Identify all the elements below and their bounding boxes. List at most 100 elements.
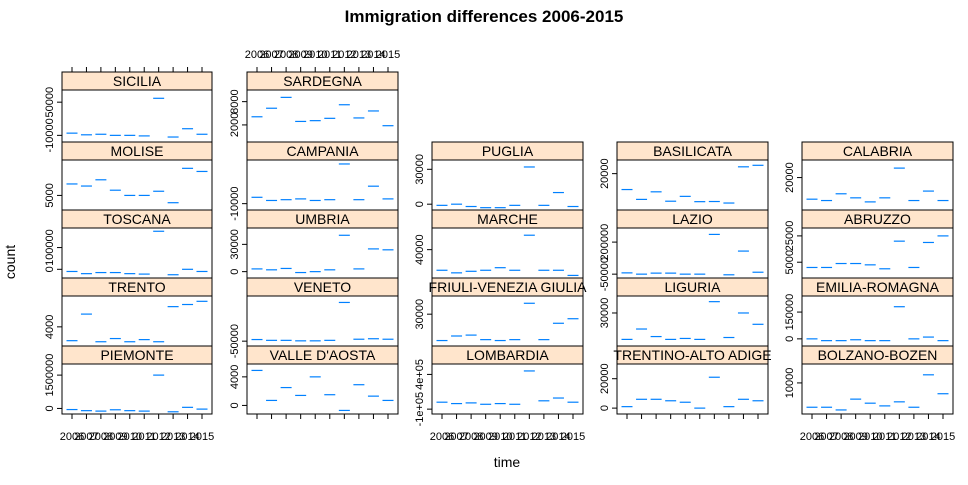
panel-frame	[246, 227, 399, 279]
y-tick-label: -50000	[229, 324, 241, 358]
x-axis-label: time	[493, 454, 521, 470]
y-tick-label: 25000	[784, 221, 796, 252]
panel-label: LOMBARDIA	[466, 347, 549, 363]
x-tick-label-bottom: 2009	[843, 431, 867, 443]
panel-label: FRIULI-VENEZIA GIULIA	[429, 279, 588, 295]
panel-frame	[431, 159, 584, 211]
panel-frame	[246, 363, 399, 415]
y-tick-label: 0	[784, 336, 796, 342]
x-tick-label-top: 2006	[245, 49, 269, 61]
panel-frame	[801, 159, 954, 211]
panel-frame	[246, 159, 399, 211]
panel-label: VALLE D'AOSTA	[270, 347, 376, 363]
x-tick-label-top: 2012	[332, 49, 356, 61]
y-tick-label: 4000	[229, 365, 241, 389]
x-tick-label-top: 2013	[347, 49, 371, 61]
y-tick-label: 0	[44, 405, 56, 411]
y-tick-label: 30000	[599, 298, 611, 329]
panel-label: CAMPANIA	[286, 143, 359, 159]
panel-frame	[246, 89, 399, 143]
y-tick-label: 1500000	[44, 354, 56, 397]
panel-label: PIEMONTE	[100, 347, 173, 363]
x-tick-label-bottom: 2010	[488, 431, 512, 443]
panel-label: VENETO	[294, 279, 351, 295]
panel-label: LIGURIA	[664, 279, 721, 295]
y-tick-label: -10000	[229, 187, 241, 221]
x-tick-label-bottom: 2012	[146, 431, 170, 443]
panel-frame	[61, 159, 213, 211]
y-tick-label: 30000	[229, 229, 241, 260]
x-tick-label-bottom: 2015	[561, 431, 585, 443]
y-tick-label: 30000	[414, 154, 426, 185]
x-tick-label-top: 2015	[376, 49, 400, 61]
panel-label: BOLZANO-BOZEN	[818, 347, 938, 363]
x-tick-label-bottom: 2008	[89, 431, 113, 443]
y-tick-label: 20000	[599, 363, 611, 394]
y-tick-label: 5000	[44, 183, 56, 207]
x-tick-label-bottom: 2013	[902, 431, 926, 443]
x-tick-label-bottom: 2015	[931, 431, 955, 443]
x-tick-label-bottom: 2008	[829, 431, 853, 443]
panel-label: TRENTINO-ALTO ADIGE	[613, 347, 771, 363]
panel-label: SARDEGNA	[283, 73, 362, 89]
y-tick-label: 4000	[44, 315, 56, 339]
y-tick-label: -10000	[44, 118, 56, 152]
x-tick-label-bottom: 2011	[503, 431, 527, 443]
y-tick-label: -50000	[599, 257, 611, 291]
x-tick-label-bottom: 2011	[132, 431, 156, 443]
y-tick-label: 8000	[229, 89, 241, 113]
y-tick-label: 20000	[784, 162, 796, 193]
y-tick-label: 50000	[44, 87, 56, 118]
y-tick-label: 4e+05	[414, 359, 426, 390]
panel-frame	[801, 227, 954, 279]
panel-frame	[61, 363, 213, 415]
panel-label: BASILICATA	[653, 143, 733, 159]
y-tick-label: 0	[599, 405, 611, 411]
x-tick-label-top: 2014	[361, 49, 385, 61]
x-tick-label-bottom: 2007	[74, 431, 98, 443]
y-tick-label: 0	[44, 266, 56, 272]
panel-label: ABRUZZO	[844, 211, 911, 227]
panel-label: PUGLIA	[482, 143, 534, 159]
panel-frame	[801, 295, 954, 347]
y-tick-label: 30000	[414, 299, 426, 330]
x-tick-label-bottom: 2009	[473, 431, 497, 443]
y-tick-label: 0	[229, 402, 241, 408]
x-tick-label-bottom: 2014	[916, 431, 940, 443]
y-tick-label: 10000	[784, 368, 796, 399]
x-tick-label-top: 2009	[288, 49, 312, 61]
x-tick-label-bottom: 2006	[800, 431, 824, 443]
panel-frame	[616, 159, 769, 211]
x-tick-label-bottom: 2006	[430, 431, 454, 443]
chart-title: Immigration differences 2006-2015	[344, 7, 624, 26]
y-tick-label: 200000	[599, 224, 611, 261]
x-tick-label-bottom: 2012	[517, 431, 541, 443]
y-tick-label: 5000	[784, 250, 796, 274]
panel-label: SICILIA	[113, 73, 162, 89]
x-tick-label-bottom: 2014	[546, 431, 570, 443]
panel-label: MARCHE	[477, 211, 538, 227]
panel-frame	[61, 295, 213, 347]
x-tick-label-top: 2010	[303, 49, 327, 61]
panel-label: UMBRIA	[295, 211, 350, 227]
panel-label: EMILIA-ROMAGNA	[816, 279, 940, 295]
panel-label: CALABRIA	[843, 143, 913, 159]
x-tick-label-bottom: 2015	[190, 431, 214, 443]
y-tick-label: 0	[229, 269, 241, 275]
x-tick-label-bottom: 2009	[103, 431, 127, 443]
y-tick-label: -1e+05	[414, 392, 426, 427]
x-tick-label-bottom: 2012	[887, 431, 911, 443]
panel-frame	[616, 363, 769, 415]
panel-frame	[801, 363, 954, 415]
x-tick-label-bottom: 2013	[161, 431, 185, 443]
x-tick-label-bottom: 2008	[459, 431, 483, 443]
y-tick-label: 100000	[44, 229, 56, 266]
panel-frame	[61, 227, 213, 279]
panel-frame	[431, 363, 584, 415]
y-tick-label: 20000	[599, 158, 611, 189]
x-tick-label-bottom: 2007	[814, 431, 838, 443]
panel-label: TOSCANA	[103, 211, 171, 227]
x-tick-label-bottom: 2013	[532, 431, 556, 443]
x-tick-label-top: 2008	[274, 49, 298, 61]
